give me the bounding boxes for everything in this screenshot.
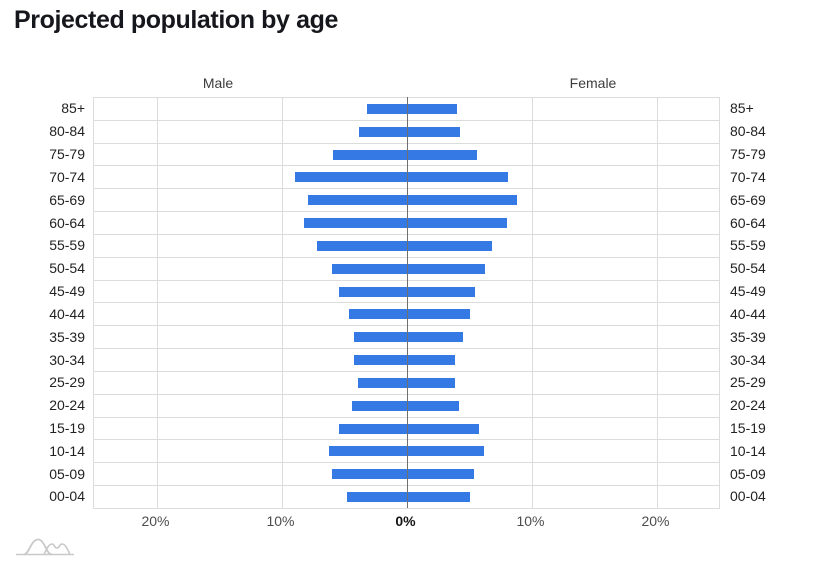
- x-tick-label: 10%: [266, 513, 295, 529]
- age-label-right: 65-69: [730, 191, 766, 208]
- female-bar: [406, 240, 492, 251]
- male-bar: [332, 149, 407, 160]
- age-label-left: 20-24: [49, 397, 85, 414]
- age-label-right: 70-74: [730, 168, 766, 185]
- male-bar: [346, 491, 407, 502]
- age-label-left: 30-34: [49, 351, 85, 368]
- age-label-right: 30-34: [730, 351, 766, 368]
- age-label-left: 65-69: [49, 191, 85, 208]
- female-bar: [406, 469, 474, 480]
- male-bar: [329, 446, 407, 457]
- male-bar: [295, 172, 407, 183]
- male-bar: [351, 400, 407, 411]
- age-label-left: 15-19: [49, 420, 85, 436]
- age-label-right: 75-79: [730, 146, 766, 163]
- panel-label-male: Male: [202, 75, 234, 91]
- age-label-left: 25-29: [49, 374, 85, 391]
- age-label-right: 05-09: [730, 465, 766, 482]
- female-bar: [406, 103, 457, 114]
- female-bar: [406, 126, 461, 137]
- age-label-left: 70-74: [49, 168, 85, 185]
- male-bar: [331, 263, 407, 274]
- male-bar: [307, 195, 407, 206]
- female-bar: [406, 332, 463, 343]
- x-tick-label: 0%: [395, 513, 416, 529]
- age-label-right: 35-39: [730, 328, 766, 345]
- x-axis: 20% 10% 0% 10% 20%: [93, 513, 718, 531]
- female-bar: [406, 355, 456, 366]
- female-bar: [406, 491, 471, 502]
- male-bar: [354, 355, 407, 366]
- panel-label-female: Female: [569, 75, 617, 91]
- age-label-right: 55-59: [730, 237, 766, 254]
- age-label-left: 45-49: [49, 283, 85, 300]
- age-label-left: 05-09: [49, 465, 85, 482]
- age-label-left: 75-79: [49, 146, 85, 163]
- male-bar: [354, 332, 407, 343]
- age-label-left: 00-04: [49, 488, 85, 505]
- female-bar: [406, 195, 517, 206]
- male-bar: [357, 377, 407, 388]
- x-tick-label: 10%: [516, 513, 545, 529]
- male-bar: [349, 309, 407, 320]
- age-label-right: 40-44: [730, 305, 766, 322]
- male-bar: [339, 423, 407, 434]
- male-bar: [339, 286, 407, 297]
- female-bar: [406, 309, 471, 320]
- age-label-right: 20-24: [730, 397, 766, 414]
- female-bar: [406, 446, 484, 457]
- age-label-right: 00-04: [730, 488, 766, 505]
- female-bar: [406, 286, 476, 297]
- age-label-right: 60-64: [730, 214, 766, 231]
- male-bar: [359, 126, 407, 137]
- age-label-right: 50-54: [730, 260, 766, 277]
- age-label-right: 15-19: [730, 420, 766, 436]
- male-bar: [366, 103, 407, 114]
- female-bar: [406, 263, 486, 274]
- age-label-left: 55-59: [49, 237, 85, 254]
- female-bar: [406, 377, 456, 388]
- age-axis-left: 85+ 80-84 75-79 70-74 65-69 60-64 55-59 50-54 45…: [0, 97, 85, 508]
- age-label-left: 35-39: [49, 328, 85, 345]
- male-bar: [331, 469, 407, 480]
- age-label-right: 10-14: [730, 442, 766, 459]
- x-tick-label: 20%: [641, 513, 670, 529]
- male-bar: [304, 218, 407, 229]
- female-bar: [406, 423, 479, 434]
- female-bar: [406, 400, 459, 411]
- x-tick-label: 20%: [141, 513, 170, 529]
- age-label-left: 85+: [61, 100, 85, 117]
- age-axis-right: 85+ 80-84 75-79 70-74 65-69 60-64 55-59 50-54 45…: [730, 97, 815, 508]
- age-label-left: 80-84: [49, 123, 85, 140]
- chart-title: Projected population by age: [14, 6, 338, 34]
- age-label-left: 60-64: [49, 214, 85, 231]
- age-label-left: 10-14: [49, 442, 85, 459]
- female-bar: [406, 218, 507, 229]
- female-bar: [406, 149, 477, 160]
- distribution-curves-logo: [16, 538, 74, 556]
- female-bar: [406, 172, 508, 183]
- age-label-left: 40-44: [49, 305, 85, 322]
- plot-area: [93, 97, 720, 509]
- age-label-right: 85+: [730, 100, 754, 117]
- male-bar: [316, 240, 407, 251]
- age-label-right: 25-29: [730, 374, 766, 391]
- age-label-right: 80-84: [730, 123, 766, 140]
- zero-axis-line: [406, 97, 408, 508]
- age-label-left: 50-54: [49, 260, 85, 277]
- age-label-right: 45-49: [730, 283, 766, 300]
